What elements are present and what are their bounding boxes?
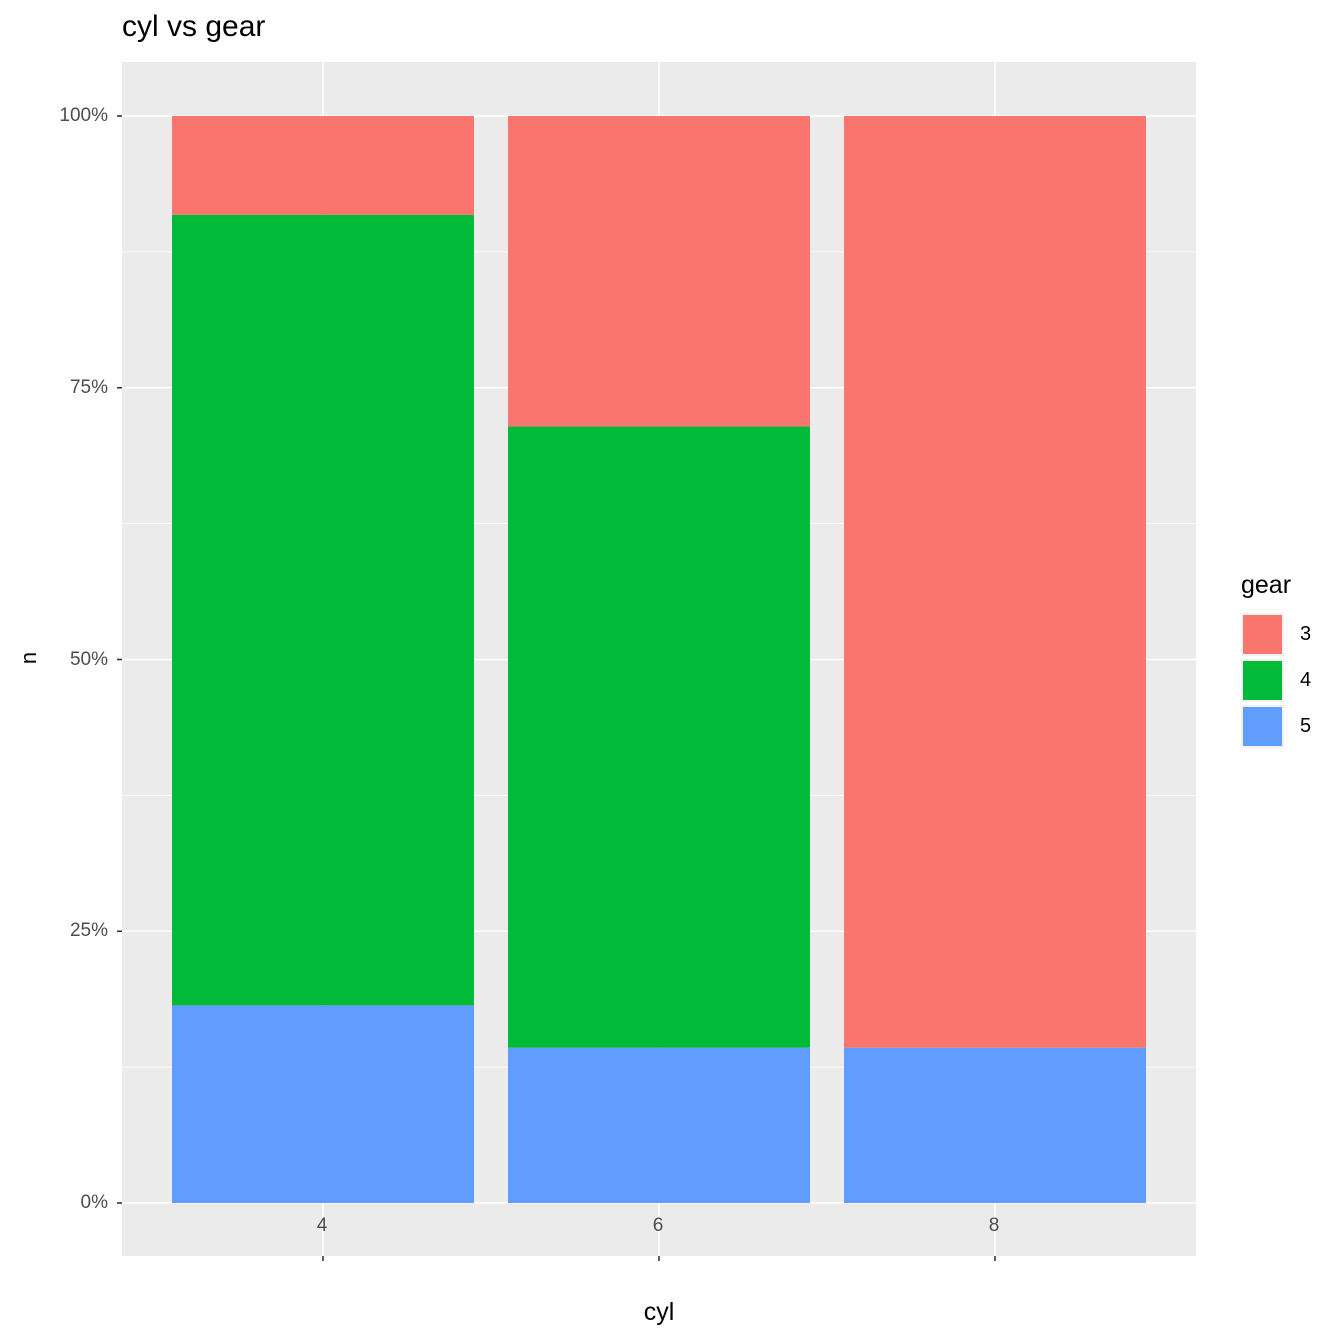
bar-cyl4-gear5 bbox=[172, 1005, 474, 1203]
x-tick-8: 8 bbox=[988, 1215, 1000, 1236]
y-tick-75: 75% bbox=[69, 377, 108, 398]
bar-cyl6-gear4 bbox=[508, 426, 810, 1048]
y-tick-25: 25% bbox=[69, 920, 108, 941]
legend-key-5 bbox=[1241, 705, 1284, 748]
legend-key-4 bbox=[1241, 659, 1284, 702]
bar-cyl4-gear3 bbox=[172, 116, 474, 215]
y-tick-50: 50% bbox=[69, 649, 108, 670]
legend-key-3 bbox=[1241, 613, 1284, 656]
legend-item-4: 4 bbox=[1241, 659, 1311, 702]
bar-cyl8-gear5 bbox=[844, 1047, 1146, 1203]
x-tick-4: 4 bbox=[316, 1215, 328, 1236]
bar-cyl6-gear3 bbox=[508, 116, 810, 427]
legend-label: 3 bbox=[1300, 623, 1312, 645]
y-tick-100: 100% bbox=[59, 105, 108, 126]
legend-label: 5 bbox=[1300, 715, 1312, 737]
bar-cyl8-gear3 bbox=[844, 116, 1146, 1048]
y-tick-0: 0% bbox=[80, 1192, 108, 1213]
bar-cyl6-gear5 bbox=[508, 1047, 810, 1203]
x-tick-6: 6 bbox=[652, 1215, 664, 1236]
legend-label: 4 bbox=[1300, 669, 1312, 691]
y-axis-label: n bbox=[16, 651, 41, 665]
x-axis-label: cyl bbox=[643, 1298, 675, 1326]
chart-title: cyl vs gear bbox=[122, 10, 266, 43]
legend-item-3: 3 bbox=[1241, 613, 1311, 656]
legend-item-5: 5 bbox=[1241, 705, 1311, 748]
legend-title: gear bbox=[1241, 571, 1292, 599]
bar-cyl4-gear4 bbox=[172, 214, 474, 1006]
